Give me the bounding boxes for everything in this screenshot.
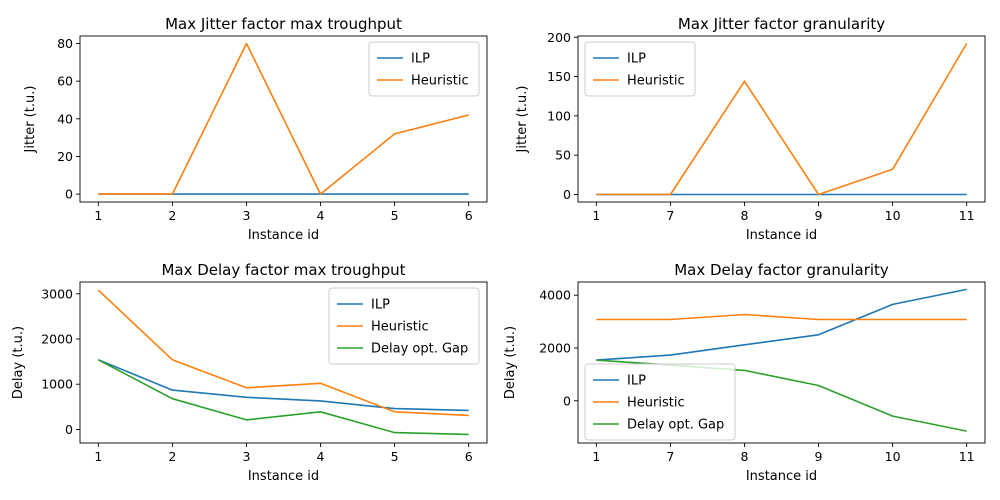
plot-frame: [79, 281, 488, 444]
x-tick-label: 10: [885, 449, 901, 464]
legend-box: [328, 287, 480, 365]
x-tick-label: 5: [391, 449, 399, 464]
y-tick-label: 0: [563, 393, 571, 408]
chart-title: Max Delay factor max troughput: [161, 261, 405, 279]
x-tick-label: 7: [666, 449, 674, 464]
legend-label: Heuristic: [411, 74, 469, 89]
subplot-4: Max Delay factor granularity 1 7 8 9 10 11 0 200…: [503, 261, 986, 484]
legend: ILP Heuristic Delay opt. Gap: [584, 363, 736, 441]
x-axis-label: Instance id: [746, 469, 817, 484]
legend-box: [584, 363, 736, 441]
x-tick-label: 1: [94, 208, 102, 223]
series-line-ilp: [596, 288, 967, 361]
legend-label: ILP: [627, 374, 646, 389]
x-tick-label: 1: [592, 208, 600, 223]
x-tick-label: 3: [242, 208, 250, 223]
series-line-ilp: [97, 359, 469, 412]
x-tick-label: 6: [465, 208, 473, 223]
y-tick-label: 1000: [41, 377, 73, 392]
y-tick-label: 40: [57, 111, 73, 126]
y-tick-label: 2000: [41, 331, 73, 346]
y-axis-label: Jitter (t.u.): [515, 86, 530, 154]
plot-frame: [577, 35, 986, 203]
x-tick-label: 10: [885, 208, 901, 223]
y-tick-label: 0: [563, 187, 571, 202]
legend-label: ILP: [627, 52, 646, 67]
legend: ILP Heuristic: [368, 41, 480, 97]
x-axis-label: Instance id: [248, 469, 319, 484]
y-tick-label: 100: [547, 108, 571, 123]
y-tick-label: 150: [547, 69, 571, 84]
series-line-delay-opt-gap: [97, 359, 469, 436]
x-tick-label: 1: [592, 449, 600, 464]
x-tick-label: 6: [465, 449, 473, 464]
series-line-heuristic: [98, 42, 469, 195]
legend-label: Heuristic: [371, 320, 429, 335]
legend-box: [584, 41, 696, 97]
chart-title: Max Delay factor granularity: [674, 261, 889, 279]
y-tick-label: 2000: [539, 340, 571, 355]
series-line-heuristic: [596, 313, 967, 321]
subplot-2: Max Jitter factor granularity 1 7 8 9 10 11 0 50…: [515, 15, 986, 243]
x-tick-label: 4: [317, 449, 325, 464]
x-tick-label: 5: [391, 208, 399, 223]
y-tick-label: 50: [555, 148, 571, 163]
x-axis-label: Instance id: [248, 228, 319, 243]
x-tick-label: 4: [317, 208, 325, 223]
x-tick-label: 8: [740, 208, 748, 223]
legend: ILP Heuristic: [584, 41, 696, 97]
legend-label: Delay opt. Gap: [371, 342, 468, 357]
chart-title: Max Jitter factor granularity: [678, 15, 885, 33]
x-tick-label: 2: [168, 449, 176, 464]
y-tick-label: 200: [547, 30, 571, 45]
y-axis-label: Delay (t.u.): [503, 326, 518, 399]
y-tick-label: 20: [57, 149, 73, 164]
y-tick-label: 80: [57, 36, 73, 51]
x-axis-label: Instance id: [746, 228, 817, 243]
plot-frame: [577, 281, 986, 444]
series-line-heuristic: [596, 43, 968, 196]
subplot-3: Max Delay factor max troughput 1 2 3 4 5 6 0 100…: [11, 261, 488, 484]
x-tick-label: 8: [740, 449, 748, 464]
x-tick-label: 9: [815, 449, 823, 464]
legend-label: ILP: [411, 52, 430, 67]
y-axis-label: Jitter (t.u.): [23, 86, 38, 154]
legend-label: Delay opt. Gap: [627, 418, 724, 433]
y-axis-label: Delay (t.u.): [11, 326, 26, 399]
chart-title: Max Jitter factor max troughput: [165, 15, 402, 33]
series-line-heuristic: [97, 289, 469, 417]
legend-label: ILP: [371, 298, 390, 313]
y-tick-label: 0: [65, 187, 73, 202]
legend-label: Heuristic: [627, 74, 685, 89]
x-tick-label: 2: [168, 208, 176, 223]
y-tick-label: 60: [57, 74, 73, 89]
y-tick-label: 0: [65, 422, 73, 437]
legend-box: [368, 41, 480, 97]
legend: ILP Heuristic Delay opt. Gap: [328, 287, 480, 365]
x-tick-label: 11: [959, 449, 975, 464]
y-tick-label: 3000: [41, 286, 73, 301]
legend-label: Heuristic: [627, 396, 685, 411]
x-tick-label: 3: [242, 449, 250, 464]
x-tick-label: 7: [666, 208, 674, 223]
x-tick-label: 1: [94, 449, 102, 464]
x-tick-label: 9: [815, 208, 823, 223]
x-tick-label: 11: [959, 208, 975, 223]
y-tick-label: 4000: [539, 288, 571, 303]
